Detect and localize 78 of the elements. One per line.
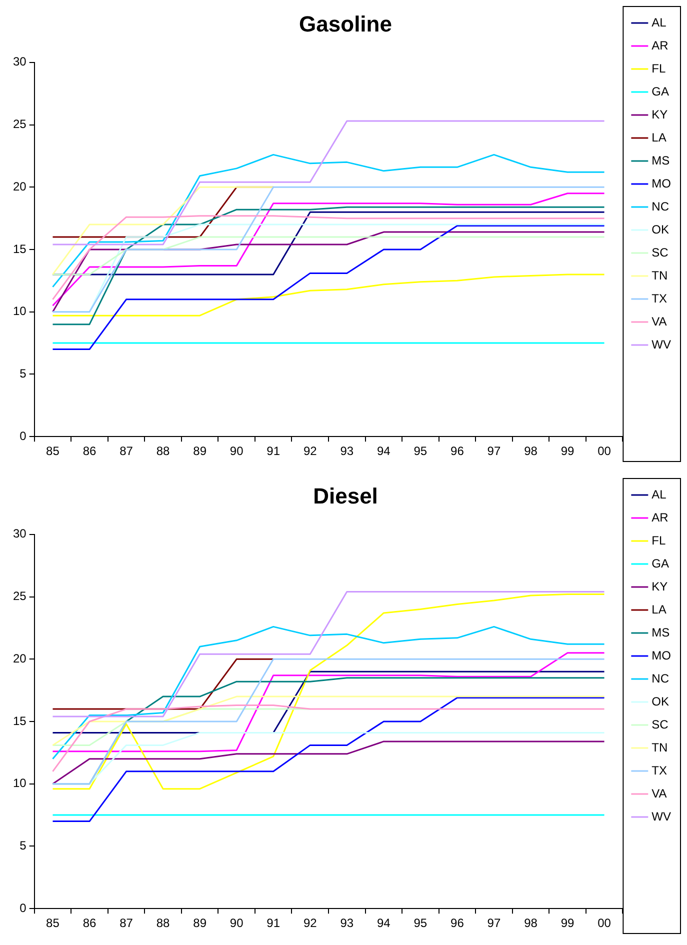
x-tick-label: 98: [524, 916, 538, 930]
legend-label: WV: [652, 337, 672, 352]
x-tick-label: 93: [340, 916, 354, 930]
legend-label: TN: [652, 268, 668, 282]
x-tick-label: 87: [120, 916, 134, 930]
x-tick-label: 85: [46, 916, 60, 930]
x-tick-label: 94: [376, 916, 391, 930]
x-tick-label: 85: [46, 444, 60, 458]
legend-label: MO: [652, 648, 672, 662]
x-tick-label: 95: [414, 444, 428, 458]
x-tick-label: 90: [230, 444, 244, 458]
legend-label: TX: [652, 763, 668, 778]
x-tick-label: 96: [450, 444, 464, 458]
legend-label: MO: [652, 176, 672, 190]
x-tick-label: 89: [193, 916, 207, 930]
legend-label: VA: [652, 314, 667, 328]
x-tick-label: 99: [560, 444, 575, 458]
legend-label: OK: [652, 222, 670, 236]
x-tick-label: 91: [266, 916, 280, 930]
legend-label: SC: [652, 245, 669, 260]
legend-label: GA: [652, 556, 670, 570]
legend-label: NC: [652, 199, 670, 214]
legend-label: AL: [652, 15, 667, 30]
legend-label: GA: [652, 84, 670, 98]
y-tick-label: 25: [12, 117, 27, 132]
legend-label: OK: [652, 694, 670, 708]
x-tick-label: 90: [230, 916, 244, 930]
y-tick-label: 15: [12, 242, 27, 256]
y-tick-label: 30: [12, 526, 27, 541]
x-tick-label: 96: [450, 916, 464, 930]
legend-label: FL: [652, 61, 666, 76]
x-tick-label: 00: [598, 444, 612, 458]
y-tick-label: 15: [12, 714, 27, 728]
x-tick-label: 88: [156, 916, 170, 930]
legend-label: KY: [652, 579, 668, 594]
legend-label: TN: [652, 740, 668, 754]
x-tick-label: 91: [266, 444, 280, 458]
y-tick-label: 0: [20, 428, 27, 443]
x-tick-label: 92: [303, 916, 318, 930]
legend-label: SC: [652, 717, 669, 732]
x-tick-label: 98: [524, 444, 538, 458]
chart-title: Diesel: [313, 483, 378, 508]
legend-label: AL: [652, 487, 667, 502]
y-tick-label: 0: [20, 900, 27, 915]
legend-label: WV: [652, 809, 672, 824]
legend-label: TX: [652, 291, 668, 306]
legend-label: LA: [652, 130, 666, 144]
legend-label: FL: [652, 533, 666, 548]
y-tick-label: 5: [20, 366, 27, 381]
x-tick-label: 87: [120, 444, 134, 458]
y-tick-label: 30: [12, 54, 27, 69]
y-tick-label: 5: [20, 838, 27, 853]
x-tick-label: 88: [156, 444, 170, 458]
x-tick-label: 95: [414, 916, 428, 930]
y-tick-label: 20: [12, 179, 27, 194]
legend-label: AR: [652, 38, 669, 52]
x-tick-label: 94: [376, 444, 391, 458]
x-tick-label: 93: [340, 444, 354, 458]
x-tick-label: 99: [560, 916, 575, 930]
y-tick-label: 20: [12, 651, 27, 666]
y-tick-label: 25: [12, 589, 27, 604]
legend-label: LA: [652, 602, 666, 616]
x-tick-label: 86: [82, 444, 96, 458]
chart-title: Gasoline: [299, 11, 392, 36]
legend-label: AR: [652, 510, 669, 524]
legend-label: VA: [652, 786, 667, 800]
x-tick-label: 86: [82, 916, 96, 930]
x-tick-label: 89: [193, 444, 207, 458]
x-tick-label: 97: [487, 916, 501, 930]
legend-label: NC: [652, 671, 670, 686]
x-tick-label: 00: [598, 916, 612, 930]
legend-label: MS: [652, 625, 670, 640]
y-tick-label: 10: [12, 304, 27, 318]
x-tick-label: 92: [303, 444, 318, 458]
y-tick-label: 10: [12, 776, 27, 790]
x-tick-label: 97: [487, 444, 501, 458]
legend-label: MS: [652, 153, 670, 168]
legend-label: KY: [652, 107, 668, 122]
